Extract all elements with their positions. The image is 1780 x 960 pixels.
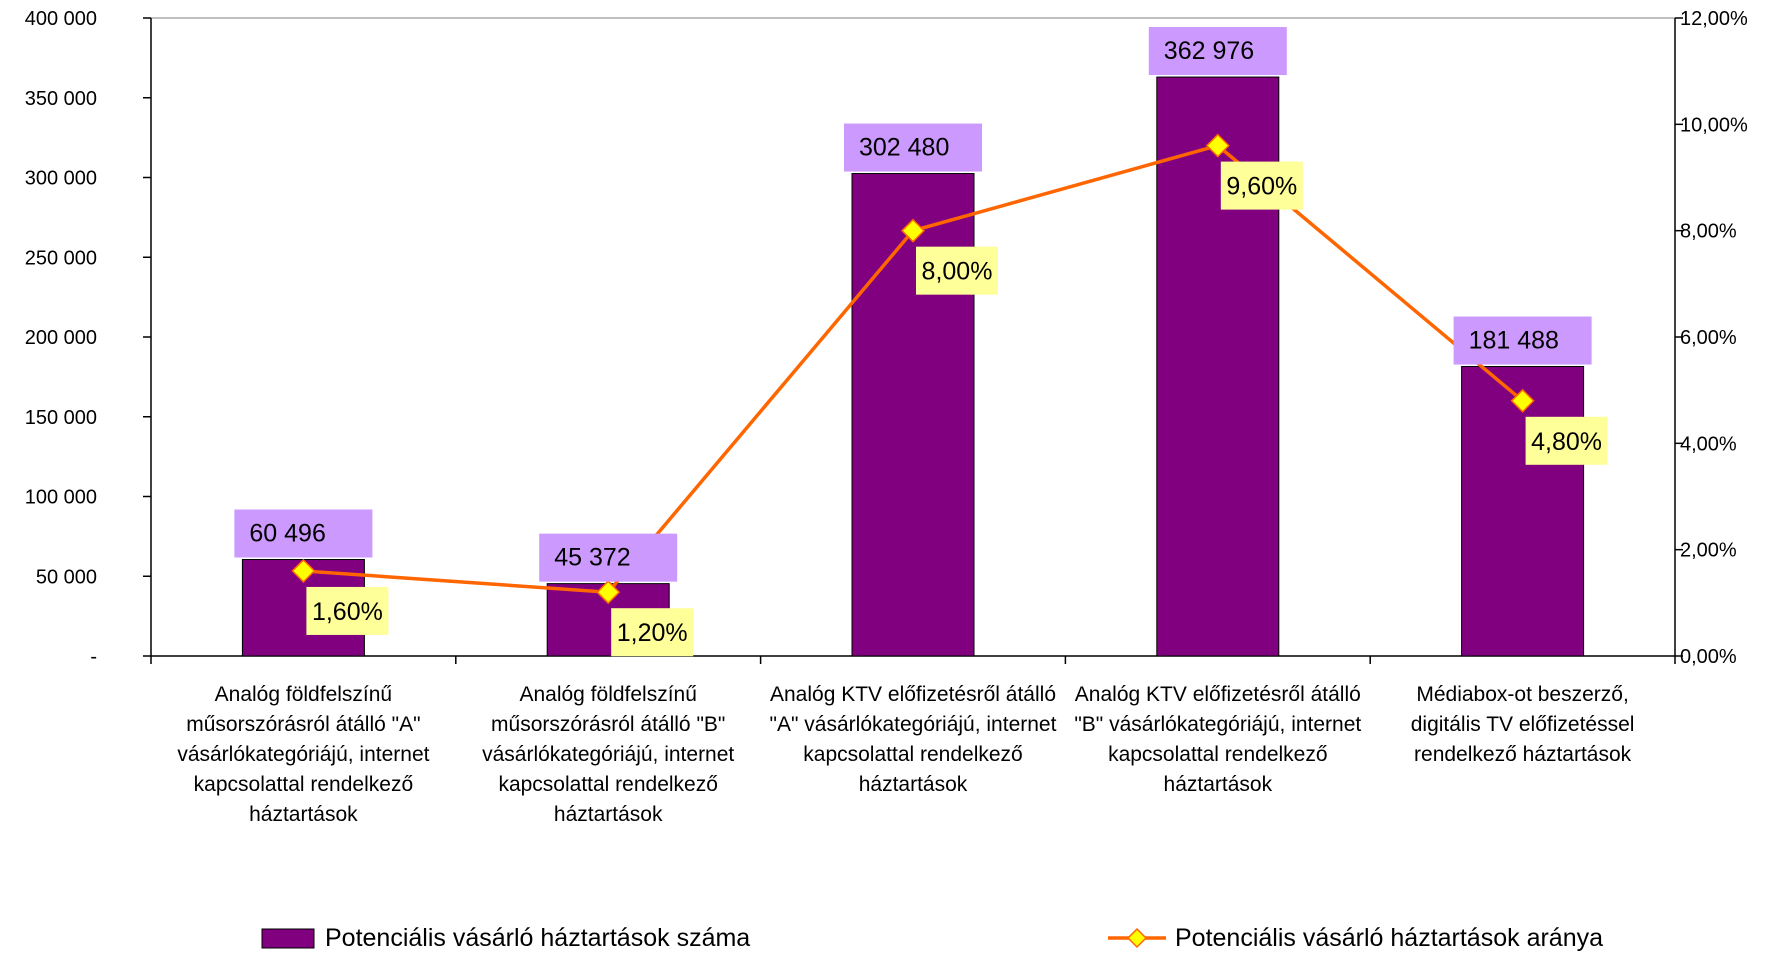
bar-data-label: 302 480	[859, 134, 949, 162]
bar	[851, 173, 975, 657]
y-left-tick-label: 400 000	[25, 8, 97, 30]
line-data-label-box	[916, 246, 998, 295]
bar-data-label-box	[234, 509, 373, 558]
line-marker	[1510, 388, 1535, 413]
y-left-tick-label: -	[90, 646, 97, 668]
axes: - 50 000 100 000 150 000 200 000 250 000 300 0…	[25, 8, 1748, 826]
y-right-tick-label: 10,00%	[1680, 114, 1748, 136]
x-category-label: Médiabox-ot beszerző, digitális TV előfiz…	[1411, 683, 1635, 766]
legend-bar-swatch	[261, 928, 315, 949]
bar-data-label: 45 372	[554, 544, 630, 572]
line-data-label: 1,20%	[617, 619, 688, 647]
bar-data-label: 181 488	[1469, 327, 1559, 355]
y-right-tick-label: 6,00%	[1680, 327, 1737, 349]
legend-bar-label: Potenciális vásárló háztartások száma	[325, 924, 750, 952]
line-data-label-box	[1220, 161, 1303, 210]
line-data-label: 1,60%	[312, 598, 383, 626]
line-data-label-box	[306, 586, 389, 635]
y-left-tick-label: 150 000	[25, 407, 97, 429]
line-marker	[1205, 133, 1230, 158]
x-category-label: Analóg KTV előfizetésről átálló "B" vásár…	[1074, 683, 1361, 796]
line-data-label: 8,00%	[922, 258, 993, 286]
line-data-label: 9,60%	[1226, 173, 1297, 201]
line-marker	[900, 218, 926, 243]
bar	[1461, 366, 1585, 657]
bar-data-label-box	[844, 123, 982, 172]
line-marker	[596, 580, 621, 605]
y-left-tick-label: 200 000	[25, 327, 97, 349]
y-right-tick-label: 8,00%	[1680, 221, 1737, 243]
line-series	[291, 133, 1535, 605]
line-data-label-box	[611, 608, 694, 657]
bar-data-label-box	[1148, 27, 1287, 76]
x-category-label: Analóg földfelszínű műsorszórásról átálló…	[177, 683, 429, 826]
bar-data-label-box	[539, 533, 678, 582]
legend-line-marker	[1126, 927, 1148, 949]
data-labels: 60 496 45 372 302 480 362 976 181 488 1,60% 1,…	[234, 27, 1608, 657]
line-data-label-box	[1525, 416, 1608, 465]
y-right-tick-label: 2,00%	[1680, 540, 1737, 562]
y-left-tick-label: 250 000	[25, 247, 97, 269]
y-right-tick-label: 0,00%	[1680, 646, 1737, 668]
line-data-label: 4,80%	[1531, 428, 1602, 456]
bar-data-label: 60 496	[249, 520, 325, 548]
y-left-tick-label: 100 000	[25, 487, 97, 509]
x-category-label: Analóg KTV előfizetésről átálló "A" vásár…	[770, 683, 1057, 796]
y-left-tick-label: 50 000	[36, 566, 97, 588]
bar-data-label-box	[1453, 316, 1592, 365]
y-left-tick-label: 300 000	[25, 168, 97, 190]
y-right-tick-label: 4,00%	[1680, 433, 1737, 455]
y-right-tick-label: 12,00%	[1680, 8, 1748, 30]
x-category-label: Analóg földfelszínű műsorszórásról átálló…	[482, 683, 734, 826]
legend: Potenciális vásárló háztartások száma Pot…	[261, 924, 1603, 952]
line-marker	[291, 558, 316, 583]
legend-line-label: Potenciális vásárló háztartások aránya	[1175, 924, 1603, 952]
y-left-tick-label: 350 000	[25, 88, 97, 110]
bar-data-label: 362 976	[1164, 37, 1254, 65]
